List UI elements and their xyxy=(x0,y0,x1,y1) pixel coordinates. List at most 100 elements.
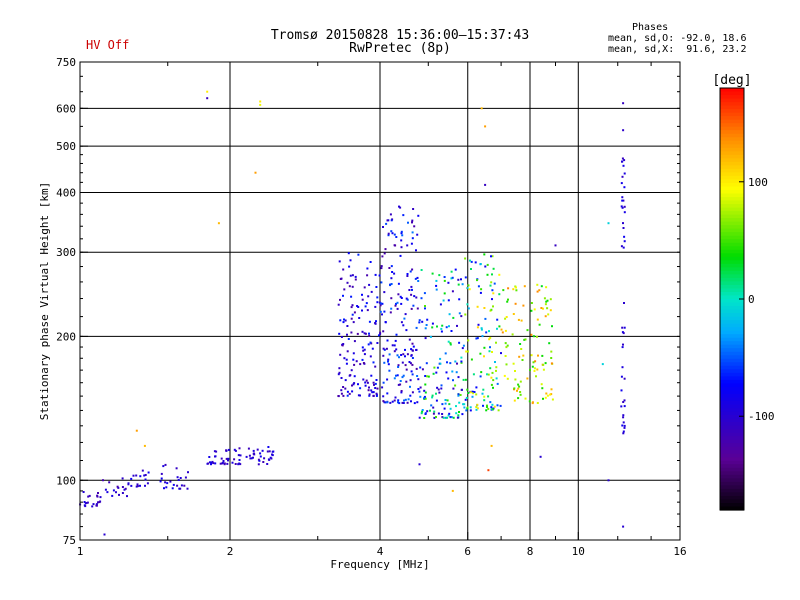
echo-point xyxy=(410,348,413,351)
echo-point xyxy=(339,298,341,301)
echo-point xyxy=(370,389,373,392)
echo-point xyxy=(411,373,414,376)
echo-point xyxy=(390,230,393,233)
echo-point xyxy=(460,388,463,391)
echo-point xyxy=(493,282,496,285)
colorbar-tick-label: 100 xyxy=(748,176,768,189)
echo-point xyxy=(390,297,393,300)
echo-point xyxy=(537,354,539,357)
echo-point xyxy=(514,370,516,372)
echo-point xyxy=(340,389,343,392)
echo-point xyxy=(226,462,229,465)
echo-point xyxy=(400,230,403,233)
colorbar-segment xyxy=(720,175,744,181)
echo-point xyxy=(411,357,414,359)
y-tick-label: 100 xyxy=(56,474,76,487)
echo-point xyxy=(400,302,403,305)
echo-point xyxy=(408,289,411,291)
echo-point xyxy=(444,399,447,401)
echo-point xyxy=(384,401,387,404)
echo-point xyxy=(393,272,396,275)
echo-point xyxy=(171,487,174,490)
echo-point xyxy=(337,395,340,397)
echo-point xyxy=(172,483,175,486)
echo-point xyxy=(470,268,472,270)
echo-point xyxy=(446,399,449,402)
echo-point xyxy=(482,388,485,391)
echo-point xyxy=(337,373,340,376)
echo-point xyxy=(340,377,343,379)
echo-point xyxy=(501,331,504,334)
echo-point xyxy=(522,304,525,307)
echo-point xyxy=(115,491,117,494)
echo-point xyxy=(441,324,444,327)
echo-point xyxy=(227,459,229,462)
echo-point xyxy=(460,315,463,318)
echo-point xyxy=(415,348,418,351)
echo-point xyxy=(351,390,354,393)
echo-point xyxy=(127,483,130,486)
echo-point xyxy=(379,332,382,335)
echo-point xyxy=(117,486,120,489)
echo-point xyxy=(464,257,467,260)
echo-point xyxy=(538,289,541,292)
echo-point xyxy=(389,284,392,287)
echo-point xyxy=(449,362,452,365)
echo-point xyxy=(99,496,102,499)
echo-point xyxy=(551,398,554,401)
echo-point xyxy=(350,317,353,320)
echo-point xyxy=(445,371,448,374)
echo-point xyxy=(121,492,124,494)
colorbar-segment xyxy=(720,116,744,121)
echo-point xyxy=(112,489,115,492)
colorbar-segment xyxy=(720,457,744,462)
colorbar-segment xyxy=(720,488,744,494)
echo-point xyxy=(490,308,493,311)
echo-point xyxy=(460,360,463,363)
echo-point xyxy=(366,274,369,277)
echo-point xyxy=(411,237,414,240)
echo-point xyxy=(356,305,359,307)
echo-point xyxy=(401,376,404,379)
echo-point xyxy=(540,307,543,309)
echo-point xyxy=(492,267,495,270)
echo-point xyxy=(97,492,99,494)
echo-point xyxy=(345,362,348,365)
echo-point xyxy=(513,387,516,390)
echo-point xyxy=(183,484,186,487)
echo-point xyxy=(420,297,423,300)
echo-point xyxy=(262,461,265,463)
echo-point xyxy=(623,186,626,189)
echo-point xyxy=(98,501,101,504)
echo-point xyxy=(390,265,393,268)
echo-point xyxy=(463,403,466,406)
echo-point xyxy=(211,460,214,463)
echo-point xyxy=(398,205,400,208)
echo-point xyxy=(435,279,438,282)
echo-point xyxy=(102,479,104,482)
echo-point xyxy=(141,469,144,472)
colorbar-segment xyxy=(720,126,744,131)
echo-point xyxy=(259,100,262,103)
echo-point xyxy=(121,486,124,488)
echo-point xyxy=(403,399,405,402)
echo-point xyxy=(406,353,409,356)
echo-point xyxy=(472,392,475,395)
echo-point xyxy=(417,214,420,217)
echo-point xyxy=(222,460,225,462)
echo-point xyxy=(389,401,392,404)
echo-point xyxy=(491,255,494,258)
echo-point xyxy=(447,414,450,417)
echo-point xyxy=(390,277,393,280)
echo-point xyxy=(448,412,451,415)
echo-point xyxy=(517,387,520,390)
colorbar-segment xyxy=(720,502,744,508)
echo-point xyxy=(607,479,610,482)
echo-point xyxy=(551,325,553,328)
echo-point xyxy=(623,159,626,162)
echo-point xyxy=(458,411,460,413)
echo-point xyxy=(533,370,536,372)
echo-point xyxy=(623,172,626,175)
echo-point xyxy=(426,318,429,321)
echo-point xyxy=(479,291,482,294)
